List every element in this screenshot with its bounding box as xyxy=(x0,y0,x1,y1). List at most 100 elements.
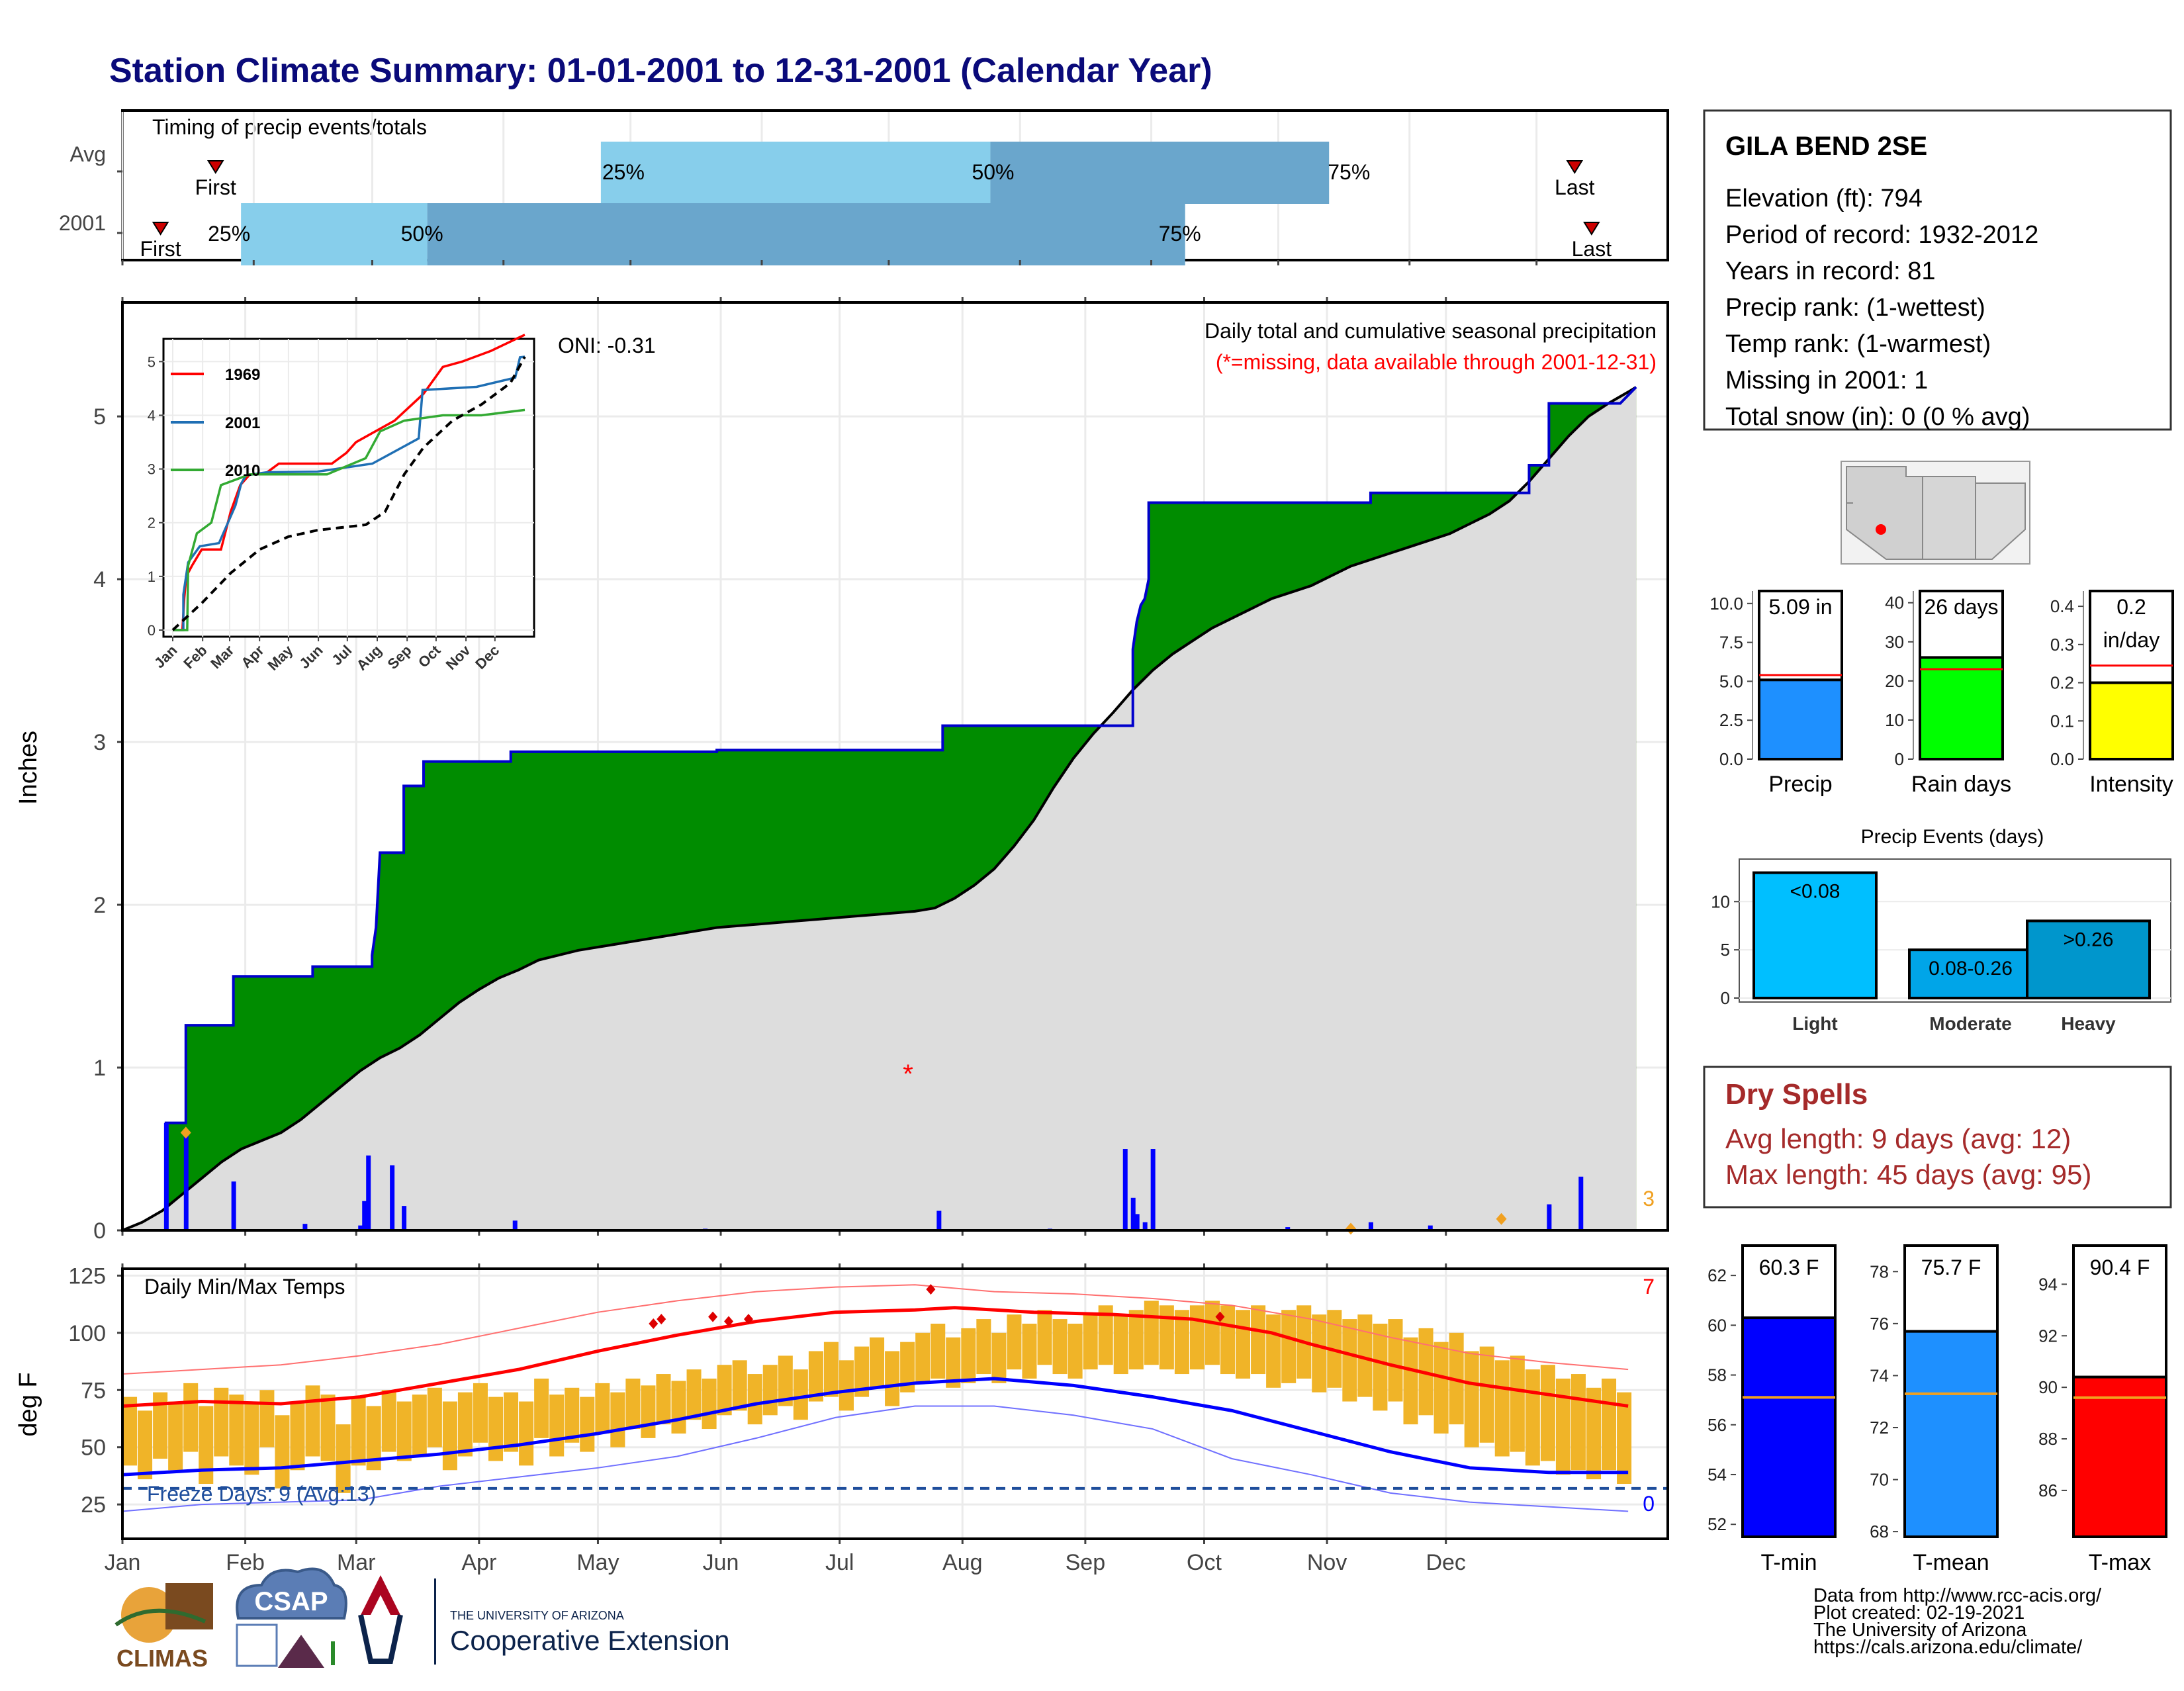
precip-ytick-label-1: 2.5 xyxy=(1719,710,1743,730)
tmin-box-label: 60.3 F xyxy=(1759,1256,1819,1279)
temp-daily-bar-14 xyxy=(336,1424,351,1493)
temp-y-axis: 25 50 75 100 125 xyxy=(68,1263,122,1518)
temp-daily-bar-80 xyxy=(1342,1319,1357,1402)
precip-daily-bar-6 xyxy=(366,1155,371,1230)
temp-daily-bar-52 xyxy=(915,1332,931,1383)
station-frame xyxy=(1703,109,2172,431)
timing-last-marker-avg xyxy=(1566,160,1584,174)
temp-record-marker-4 xyxy=(743,1314,753,1325)
timing-label-50-avg: 50% xyxy=(972,160,1014,184)
precip-subtitle: (*=missing, data available through 2001-… xyxy=(1216,350,1657,374)
raindays-bar-fill xyxy=(1919,656,2004,760)
avg-cumulative-area-grey xyxy=(122,387,1637,1230)
temp-daily-bar-62 xyxy=(1068,1323,1083,1379)
temp-daily-bar-37 xyxy=(686,1369,702,1420)
events-bar-label-light: <0.08 xyxy=(1790,881,1841,903)
temp-daily-bar-31 xyxy=(595,1383,610,1434)
temp-daily-bar-39 xyxy=(717,1365,732,1416)
precip-ylabel: Inches xyxy=(15,731,42,805)
map-texas-shape xyxy=(1975,482,2026,560)
tmean-ytick-label-5: 78 xyxy=(1870,1261,1889,1281)
tmin-ytick-label-0: 52 xyxy=(1707,1514,1727,1534)
temp-daily-bar-76 xyxy=(1281,1310,1297,1383)
temp-daily-bar-90 xyxy=(1494,1360,1510,1457)
raindays-ytick-label-4: 40 xyxy=(1885,593,1904,613)
temp-daily-bar-27 xyxy=(534,1378,549,1438)
temp-daily-bar-16 xyxy=(366,1406,381,1471)
intensity-ytick-label-4: 0.4 xyxy=(2050,596,2074,616)
timing-label-75-2001: 75% xyxy=(1159,222,1201,246)
temp-count-bottom: 0 xyxy=(1643,1492,1655,1516)
timing-label-75-avg: 75% xyxy=(1328,160,1370,184)
intensity-xlabel: Intensity xyxy=(2089,772,2173,797)
temp-daily-bar-50 xyxy=(885,1351,900,1406)
temp-daily-bar-59 xyxy=(1022,1323,1037,1379)
inset-legend-label-2001: 2001 xyxy=(225,414,260,432)
temp-daily-bar-9 xyxy=(259,1390,275,1447)
temp-daily-bar-6 xyxy=(214,1387,229,1457)
precip-daily-bar-3 xyxy=(302,1224,308,1230)
uofa-divider xyxy=(434,1578,436,1665)
station-line-period: Period of record: 1932-2012 xyxy=(1725,221,2038,249)
events-bar-heavy xyxy=(2026,919,2151,1000)
station-line-years: Years in record: 81 xyxy=(1725,257,1936,285)
temp-ytick-label-25: 25 xyxy=(81,1492,106,1518)
precip-daily-bar-7 xyxy=(390,1165,395,1230)
credit-line-university: The University of Arizona xyxy=(1813,1620,2027,1641)
freeze-days-label: Freeze Days: 9 (Avg:13) xyxy=(147,1482,376,1506)
station-name: GILA BEND 2SE xyxy=(1725,132,1927,161)
temp-daily-bar-61 xyxy=(1052,1319,1068,1375)
precip-daily-bar-14 xyxy=(1130,1197,1136,1230)
csap-logo-text: CSAP xyxy=(254,1587,328,1616)
month-tick-label-jan: Jan xyxy=(105,1550,141,1575)
temp-daily-bar-95 xyxy=(1570,1374,1586,1471)
temp-daily-bar-15 xyxy=(351,1396,366,1466)
temp-record-marker-1 xyxy=(657,1314,666,1325)
tmax-bar-fill xyxy=(2072,1375,2167,1538)
precip-daily-bar-2 xyxy=(231,1181,236,1230)
intensity-ytick-label-1: 0.1 xyxy=(2050,711,2074,731)
tmean-bar-fill xyxy=(1903,1330,1999,1538)
precip-daily-bar-0 xyxy=(163,1122,169,1230)
temp-daily-bar-42 xyxy=(762,1365,778,1416)
dry-spells-box: Dry Spells Avg length: 9 days (avg: 12) … xyxy=(1703,1066,2172,1209)
temp-daily-bar-78 xyxy=(1312,1314,1327,1393)
tmin-ytick-label-4: 60 xyxy=(1707,1315,1727,1335)
temp-daily-bar-94 xyxy=(1555,1378,1570,1475)
temp-daily-bar-96 xyxy=(1586,1387,1602,1480)
precip-count-label: 3 xyxy=(1643,1187,1655,1211)
timing-label-25-2001: 25% xyxy=(208,222,250,246)
temp-daily-bar-72 xyxy=(1220,1305,1236,1375)
inset-ytick-label-2: 2 xyxy=(148,515,156,531)
temp-daily-bar-36 xyxy=(671,1381,686,1434)
climas-logo: CLIMAS xyxy=(109,1582,215,1674)
temp-normal-min-line xyxy=(122,1377,1629,1477)
precip-ytick-label-4: 4 xyxy=(93,567,106,592)
temp-daily-bar-11 xyxy=(290,1401,305,1471)
temp-daily-bar-81 xyxy=(1357,1314,1373,1397)
dry-spells-frame xyxy=(1703,1066,2172,1209)
precip-extreme-marker-1 xyxy=(1345,1222,1357,1235)
tmean-box-label: 75.7 F xyxy=(1921,1256,1981,1279)
precip-daily-bars xyxy=(163,1122,1584,1235)
timing-bar-50-75-2001 xyxy=(427,203,1185,265)
events-bar-moderate xyxy=(1908,948,2033,999)
timing-last-label-avg: Last xyxy=(1555,175,1595,199)
events-ytick-label-1: 5 xyxy=(1721,940,1730,960)
month-tick-label-feb: Feb xyxy=(226,1550,265,1575)
temp-record-marker-0 xyxy=(649,1318,659,1329)
temp-daily-bar-83 xyxy=(1388,1319,1403,1402)
uofa-logo: THE UNIVERSITY OF ARIZONA Cooperative Ex… xyxy=(358,1575,730,1665)
temp-daily-bar-17 xyxy=(381,1390,396,1452)
precip-daily-bar-9 xyxy=(512,1220,518,1230)
events-category-label-heavy: Heavy xyxy=(2061,1013,2116,1034)
month-tick-label-may: May xyxy=(576,1550,619,1575)
temp-ytick-label-75: 75 xyxy=(81,1378,106,1403)
temp-record-marker-6 xyxy=(1215,1311,1225,1322)
inset-ytick-label-5: 5 xyxy=(148,353,156,370)
precip-y-axis: 0 1 2 3 4 5 xyxy=(93,297,1447,1244)
temp-daily-bar-58 xyxy=(1007,1314,1022,1370)
temp-daily-bar-51 xyxy=(900,1342,915,1393)
temp-daily-bar-38 xyxy=(702,1378,717,1430)
